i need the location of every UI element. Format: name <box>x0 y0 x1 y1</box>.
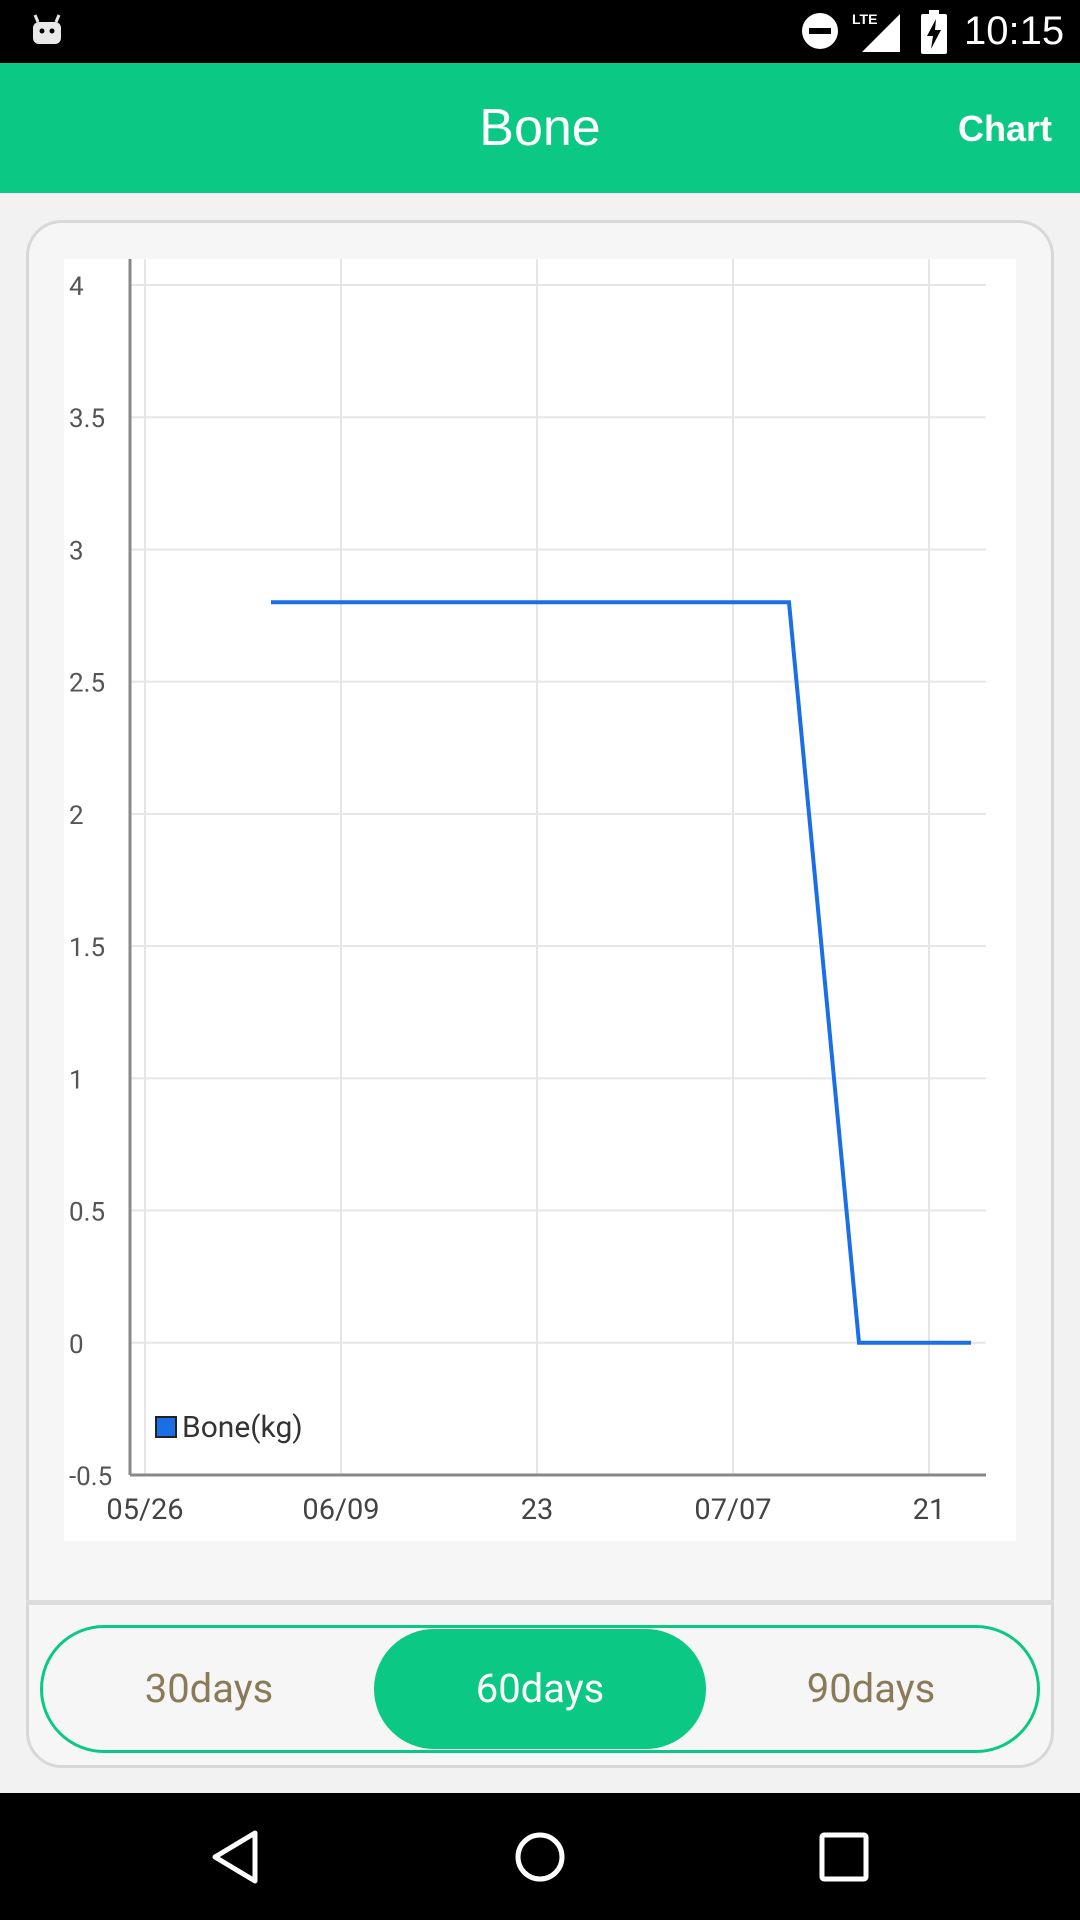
range-90days-button[interactable]: 90days <box>806 1665 936 1712</box>
y-tick-label: 1 <box>69 1065 84 1095</box>
y-tick-label: 3.5 <box>69 404 105 434</box>
legend-label-bone: Bone(kg) <box>182 1410 303 1445</box>
recents-icon[interactable] <box>812 1825 876 1889</box>
do-not-disturb-icon <box>802 13 838 49</box>
back-icon[interactable] <box>205 1825 269 1889</box>
y-tick-label: 0.5 <box>69 1198 105 1228</box>
navigation-bar <box>0 1793 1080 1920</box>
bone-line-chart: 4 3.5 3 2.5 2 1.5 1 0.5 0 -0.505/26 06/09 23 07/07 21… <box>69 259 986 1527</box>
status-clock: 10:15 <box>964 9 1065 53</box>
y-tick-label: -0.5 <box>69 1462 112 1492</box>
y-tick-label: 3 <box>69 536 84 566</box>
home-icon[interactable] <box>508 1825 572 1889</box>
app-bar: Bone Chart <box>0 63 1080 193</box>
svg-text:LTE: LTE <box>852 11 877 27</box>
status-bar: LTE 10:15 <box>0 0 1080 63</box>
y-tick-label: 2 <box>69 801 84 831</box>
chart-action-button[interactable]: Chart <box>957 108 1052 149</box>
x-tick-label: 06/09 <box>302 1493 379 1527</box>
series-line-bone <box>271 600 971 1345</box>
y-tick-label: 0 <box>69 1330 84 1360</box>
x-tick-label: 23 <box>521 1493 554 1527</box>
chart-area: 4 3.5 3 2.5 2 1.5 1 0.5 0 -0.5 05/26 06/09 23 07/07 21… <box>64 259 1016 1541</box>
y-tick-label: 2.5 <box>69 669 105 699</box>
lte-signal-icon: LTE <box>852 11 900 52</box>
page-title: Bone <box>479 99 601 157</box>
x-tick-label: 05/26 <box>106 1493 183 1527</box>
y-tick-label: 1.5 <box>69 933 105 963</box>
y-tick-label: 4 <box>69 272 84 302</box>
card-divider <box>26 1600 1054 1605</box>
android-icon <box>33 14 61 44</box>
range-60days-button[interactable]: 60days <box>374 1629 706 1749</box>
x-tick-label: 21 <box>913 1493 946 1527</box>
range-30days-button[interactable]: 30days <box>144 1665 274 1712</box>
battery-charging-icon <box>921 10 947 54</box>
x-tick-label: 07/07 <box>694 1493 771 1527</box>
legend-swatch-bone <box>155 1416 177 1438</box>
